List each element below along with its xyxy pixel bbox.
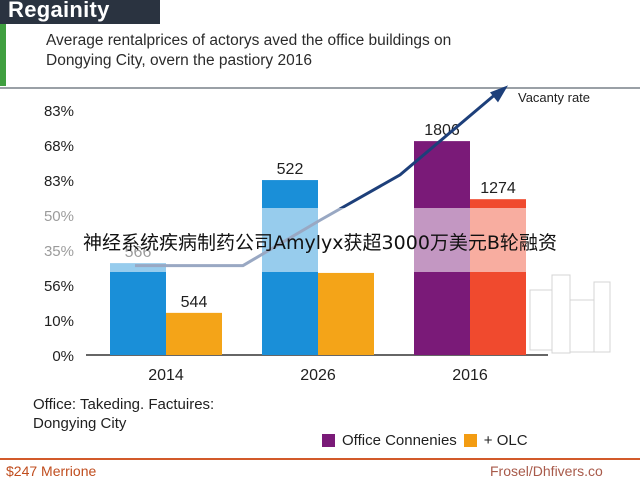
bar-value-label: 522 <box>277 161 304 178</box>
subtitle-line-2: Dongying City, overn the pastiory 2016 <box>46 52 312 69</box>
brand-title: Regainity <box>8 0 110 22</box>
bar-2026-series-1 <box>318 272 374 355</box>
background-building <box>551 274 571 354</box>
x-tick-label: 2026 <box>300 367 336 384</box>
bar-2014-series-1 <box>166 312 222 355</box>
background-building <box>593 281 611 353</box>
y-tick-label: 10% <box>44 313 74 330</box>
y-tick-label: 0% <box>52 348 74 365</box>
x-tick-label: 2016 <box>452 367 488 384</box>
y-tick-label: 83% <box>44 103 74 120</box>
source-right: Frosel/Dhfivers.co <box>490 463 603 479</box>
line-series-label: Vacanty rate <box>518 90 590 105</box>
bar-value-label: 544 <box>181 294 208 311</box>
legend: Office Connenies + OLC <box>322 432 528 449</box>
footnote-line-2: Dongying City <box>33 415 127 432</box>
y-tick-label: 56% <box>44 278 74 295</box>
bottom-divider <box>0 458 640 460</box>
footnote: Office: Takeding. Factuires: Dongying Ci… <box>33 395 333 433</box>
chart-subtitle: Average rentalprices of actorys aved the… <box>46 31 626 71</box>
x-tick-label: 2014 <box>148 367 184 384</box>
footnote-line-1: Office: Takeding. Factuires: <box>33 396 215 413</box>
left-accent-bar <box>0 24 6 86</box>
background-building <box>569 299 595 353</box>
overlay-banner <box>0 208 640 272</box>
y-tick-label: 68% <box>44 138 74 155</box>
bar-2014-series-0 <box>110 263 166 355</box>
legend-swatch-olc <box>463 434 477 447</box>
legend-label-olc: + OLC <box>483 432 528 449</box>
legend-label-office-connenies: Office Connenies <box>342 432 457 449</box>
legend-swatch-office-connenies <box>322 434 335 447</box>
top-divider <box>0 87 640 89</box>
background-building <box>529 289 553 351</box>
bar-value-label: 1274 <box>480 180 516 197</box>
bar-value-label: 1806 <box>424 122 460 139</box>
y-tick-label: 83% <box>44 173 74 190</box>
vacancy-rate-arrowhead <box>490 85 508 103</box>
source-left: $247 Merrione <box>6 463 97 479</box>
subtitle-line-1: Average rentalprices of actorys aved the… <box>46 32 452 49</box>
overlay-caption: 神经系统疾病制药公司Amylyx获超3000万美元B轮融资 <box>83 232 557 254</box>
header-bar: Regainity <box>0 0 160 24</box>
